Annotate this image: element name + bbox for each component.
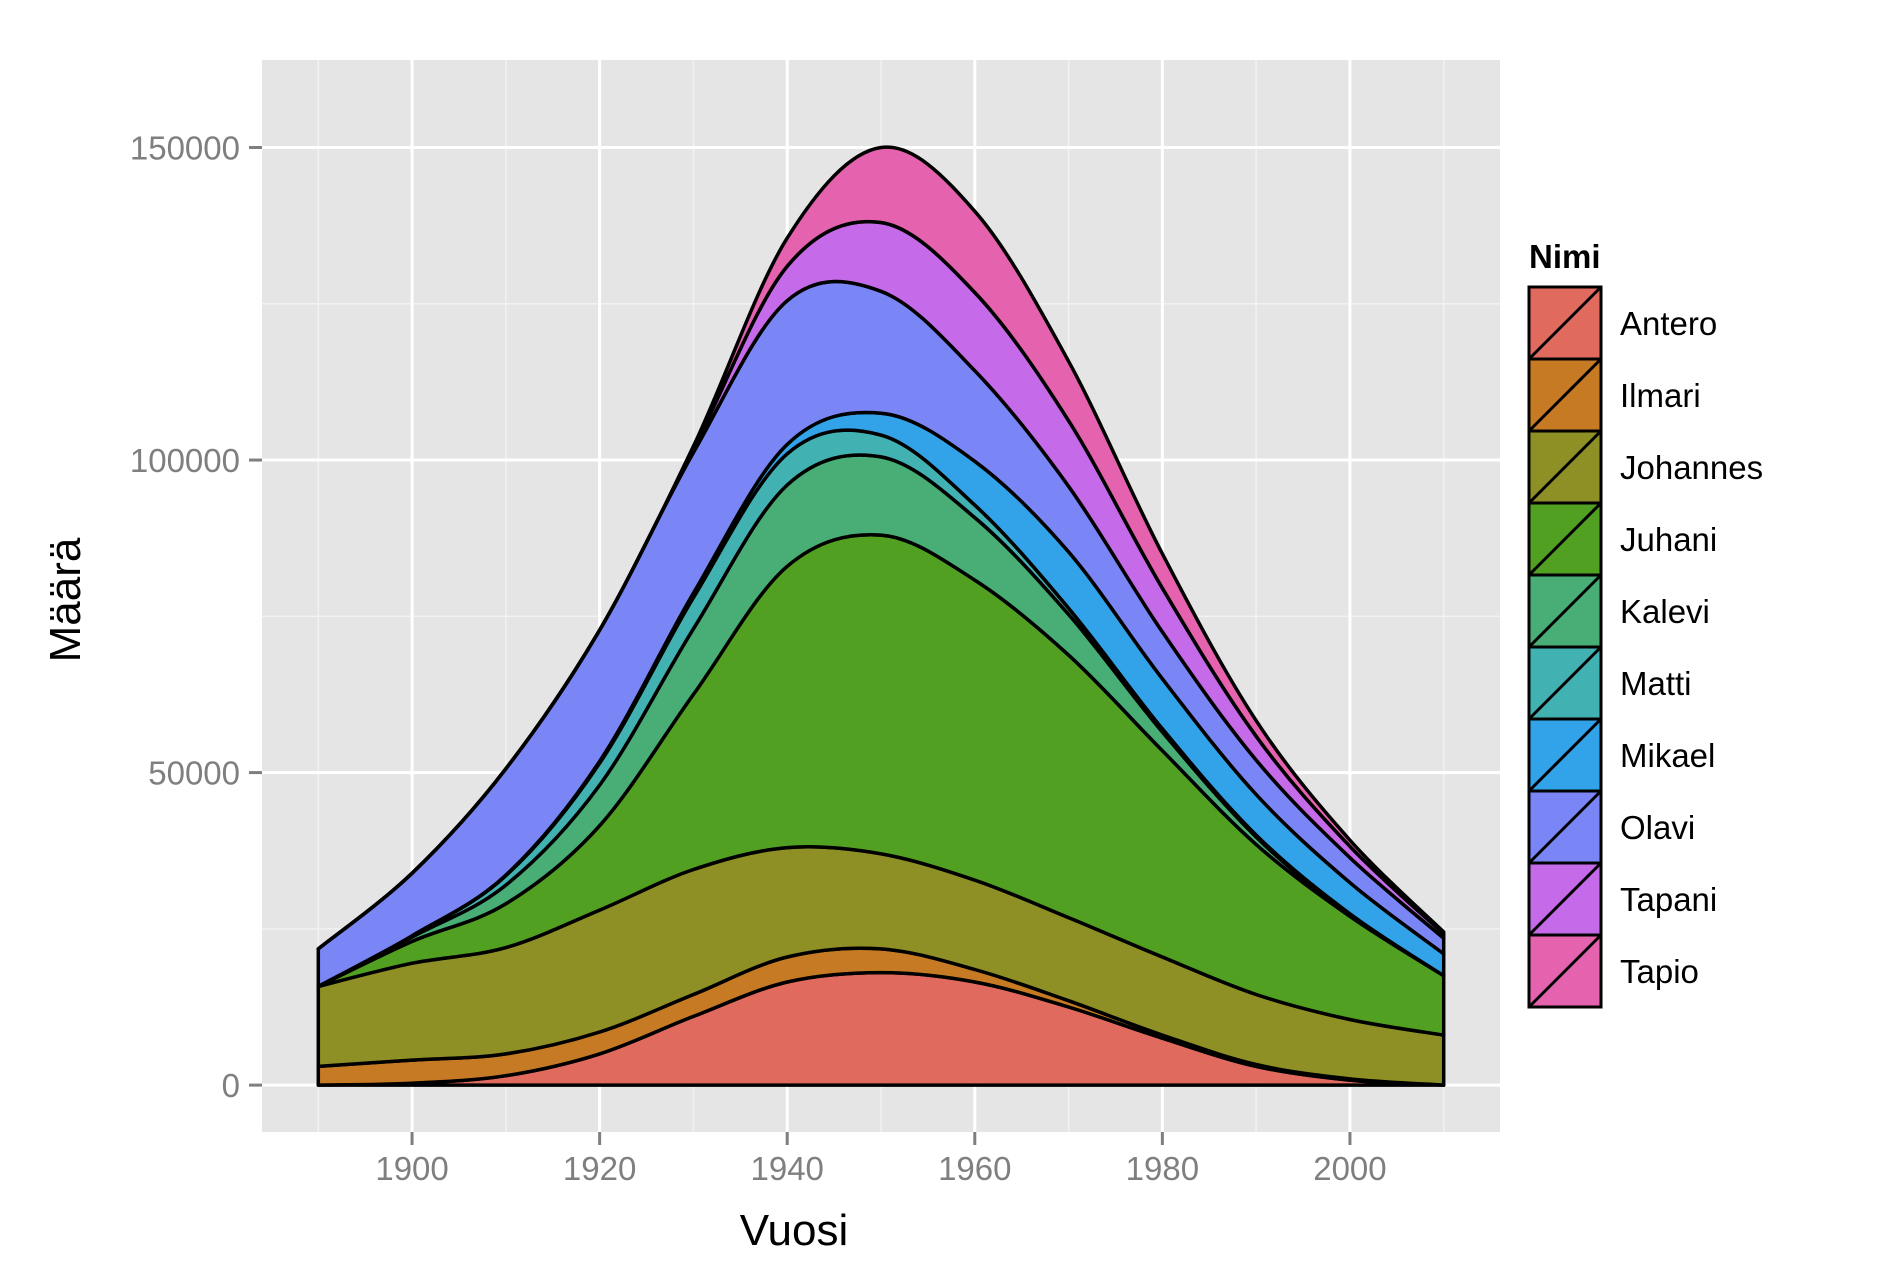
legend-key-slash — [1527, 501, 1603, 577]
legend-label-johannes: Johannes — [1620, 449, 1763, 486]
legend-label-tapani: Tapani — [1620, 881, 1717, 918]
legend-title: Nimi — [1529, 238, 1601, 275]
legend-key-slash — [1527, 285, 1603, 361]
y-tick-label: 100000 — [130, 442, 240, 479]
legend-label-matti: Matti — [1620, 665, 1692, 702]
y-axis: 0 50000 100000 150000 — [130, 130, 262, 1104]
x-axis: 1900 1920 1940 1960 1980 2000 — [375, 1132, 1387, 1187]
x-tick-label: 1900 — [375, 1150, 448, 1187]
area-tapio — [316, 145, 1446, 951]
legend-label-mikael: Mikael — [1620, 737, 1715, 774]
y-tick-label: 0 — [222, 1067, 240, 1104]
x-axis-title: Vuosi — [740, 1206, 848, 1255]
legend-label-olavi: Olavi — [1620, 809, 1695, 846]
legend-label-tapio: Tapio — [1620, 953, 1699, 990]
legend: Nimi Antero Ilmari Johannes Juhani Kalevi Mat… — [1527, 238, 1763, 1009]
x-tick-label: 1960 — [938, 1150, 1011, 1187]
x-tick-label: 2000 — [1313, 1150, 1386, 1187]
area-layers — [316, 145, 1446, 1087]
legend-label-juhani: Juhani — [1620, 521, 1717, 558]
legend-key-slash — [1527, 645, 1603, 721]
x-tick-label: 1980 — [1126, 1150, 1199, 1187]
x-tick-label: 1920 — [563, 1150, 636, 1187]
legend-key-slash — [1527, 861, 1603, 937]
y-axis-title: Määrä — [41, 537, 90, 662]
y-tick-label: 150000 — [130, 130, 240, 167]
legend-key-slash — [1527, 429, 1603, 505]
legend-key-slash — [1527, 573, 1603, 649]
legend-label-ilmari: Ilmari — [1620, 377, 1701, 414]
y-tick-label: 50000 — [148, 755, 240, 792]
legend-label-kalevi: Kalevi — [1620, 593, 1710, 630]
legend-key-slash — [1527, 717, 1603, 793]
legend-label-antero: Antero — [1620, 305, 1717, 342]
legend-key-slash — [1527, 789, 1603, 865]
legend-key-slash — [1527, 933, 1603, 1009]
x-tick-label: 1940 — [751, 1150, 824, 1187]
legend-key-slash — [1527, 357, 1603, 433]
